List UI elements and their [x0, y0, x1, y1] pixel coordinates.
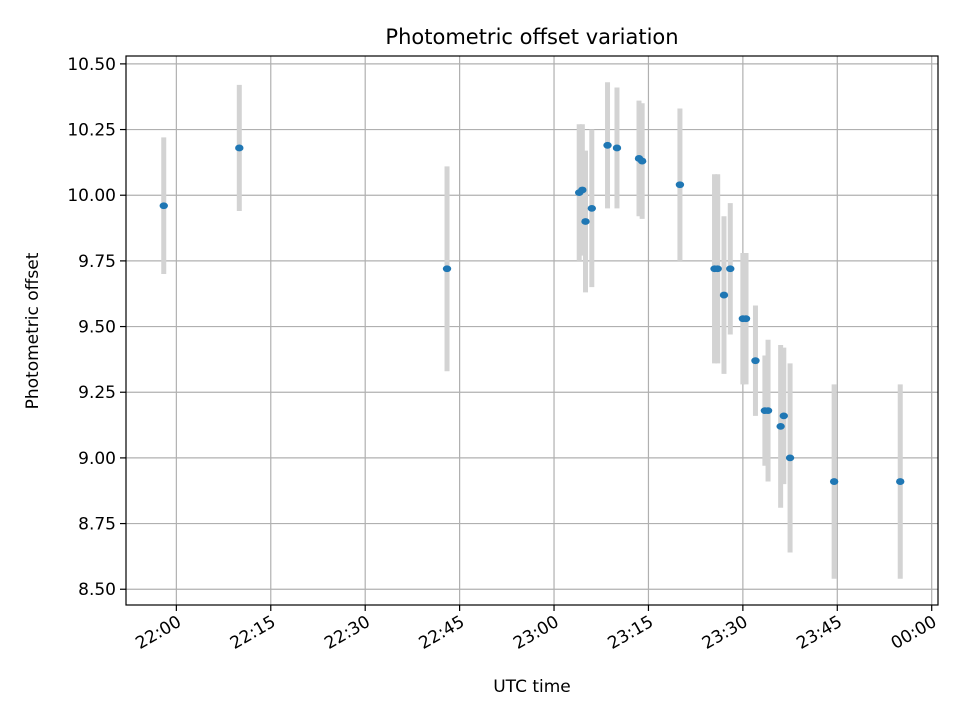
data-point — [637, 157, 647, 165]
data-point — [785, 454, 795, 462]
x-tick-label: 22:30 — [321, 612, 373, 654]
x-tick-label: 00:00 — [888, 612, 940, 654]
y-tick-label: 10.25 — [67, 121, 116, 141]
data-point — [763, 407, 773, 415]
data-point — [159, 202, 168, 210]
x-tick-label: 23:00 — [510, 612, 562, 654]
y-tick-label: 9.00 — [78, 449, 116, 469]
data-point — [603, 141, 612, 149]
data-point — [235, 144, 244, 152]
x-tick-label: 22:00 — [132, 612, 184, 654]
data-point — [612, 144, 622, 152]
x-tick-label: 22:15 — [227, 612, 279, 654]
y-tick-label: 9.25 — [78, 383, 116, 403]
data-points — [159, 141, 905, 485]
data-point — [713, 265, 722, 273]
data-point — [581, 218, 590, 225]
chart-title: Photometric offset variation — [385, 25, 678, 49]
y-tick-label: 9.50 — [78, 318, 116, 338]
data-point — [779, 412, 788, 420]
y-tick-label: 8.50 — [78, 580, 116, 600]
data-point — [587, 204, 596, 212]
y-axis-label: Photometric offset — [23, 252, 43, 409]
x-axis-ticks: 22:00 22:15 22:30 22:45 23:00 23:15 23:30 23:45… — [132, 605, 940, 654]
x-tick-label: 23:30 — [699, 612, 751, 654]
x-tick-label: 23:15 — [605, 612, 657, 654]
data-point — [896, 478, 905, 485]
data-point — [719, 291, 729, 299]
data-point — [726, 265, 735, 273]
data-point — [675, 181, 685, 189]
y-tick-label: 10.50 — [67, 55, 116, 75]
y-axis-ticks: 8.50 8.75 9.00 9.25 9.50 9.75 10.00 10.25 10.50 — [67, 55, 126, 600]
data-point — [578, 186, 587, 194]
y-tick-label: 10.00 — [67, 186, 116, 206]
error-bars — [161, 82, 903, 579]
plot-area-frame — [125, 55, 939, 606]
y-tick-label: 8.75 — [78, 515, 116, 535]
data-point — [442, 265, 452, 273]
data-point — [829, 478, 839, 485]
x-tick-label: 23:45 — [793, 612, 845, 654]
data-point — [741, 315, 751, 323]
x-axis-label: UTC time — [493, 677, 571, 697]
grid-lines — [126, 56, 938, 605]
y-tick-label: 9.75 — [78, 252, 116, 272]
data-point — [751, 357, 760, 365]
x-tick-label: 22:45 — [416, 612, 468, 654]
data-point — [776, 422, 785, 430]
